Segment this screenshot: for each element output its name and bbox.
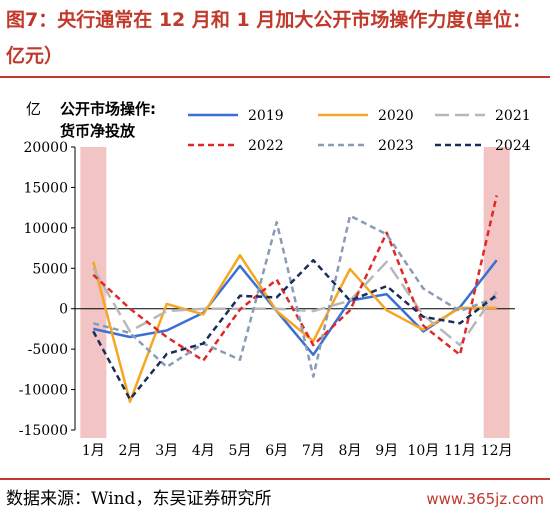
source-divider xyxy=(0,478,550,480)
x-tick-label: 12月 xyxy=(481,443,513,459)
chart-annotation-line1: 公开市场操作: xyxy=(60,100,156,118)
legend-label-2020: 2020 xyxy=(378,108,414,124)
legend-label-2019: 2019 xyxy=(248,108,284,124)
x-tick-label: 2月 xyxy=(119,443,142,459)
x-tick-label: 10月 xyxy=(407,443,439,459)
legend-label-2023: 2023 xyxy=(378,138,414,154)
x-tick-label: 5月 xyxy=(229,443,252,459)
x-tick-label: 7月 xyxy=(302,443,325,459)
title-divider xyxy=(0,76,550,78)
watermark: www.365jz.com xyxy=(426,490,544,508)
y-tick-label: 20000 xyxy=(23,140,68,156)
legend-label-2022: 2022 xyxy=(248,138,284,154)
x-tick-label: 8月 xyxy=(339,443,362,459)
x-tick-label: 1月 xyxy=(82,443,105,459)
y-tick-label: -15000 xyxy=(19,423,68,439)
x-tick-label: 3月 xyxy=(155,443,178,459)
x-tick-label: 9月 xyxy=(375,443,398,459)
x-tick-label: 11月 xyxy=(444,443,476,459)
y-axis-unit-label: 亿 xyxy=(26,100,41,118)
legend-label-2024: 2024 xyxy=(495,138,531,154)
chart-annotation-line2: 货币净投放 xyxy=(60,122,136,140)
y-tick-label: -10000 xyxy=(19,383,68,399)
legend-label-2021: 2021 xyxy=(495,108,531,124)
series-line-2024 xyxy=(92,258,498,401)
source-note: 数据来源：Wind，东吴证券研究所 xyxy=(6,489,272,509)
series-line-2023 xyxy=(92,214,498,378)
figure-title: 图7：央行通常在 12 月和 1 月加大公开市场操作力度(单位：亿元） xyxy=(6,9,532,67)
x-tick-label: 4月 xyxy=(192,443,215,459)
y-tick-label: 10000 xyxy=(23,221,68,237)
series-line-2020 xyxy=(92,254,497,403)
y-tick-label: 0 xyxy=(59,302,68,318)
y-tick-label: -5000 xyxy=(28,342,68,358)
y-tick-label: 5000 xyxy=(32,261,68,277)
x-tick-label: 6月 xyxy=(265,443,288,459)
y-tick-label: 15000 xyxy=(23,180,68,196)
line-chart: -15000 -10000 -5000 0 5000 10000 15000 20000 1月 2… xyxy=(19,100,531,459)
